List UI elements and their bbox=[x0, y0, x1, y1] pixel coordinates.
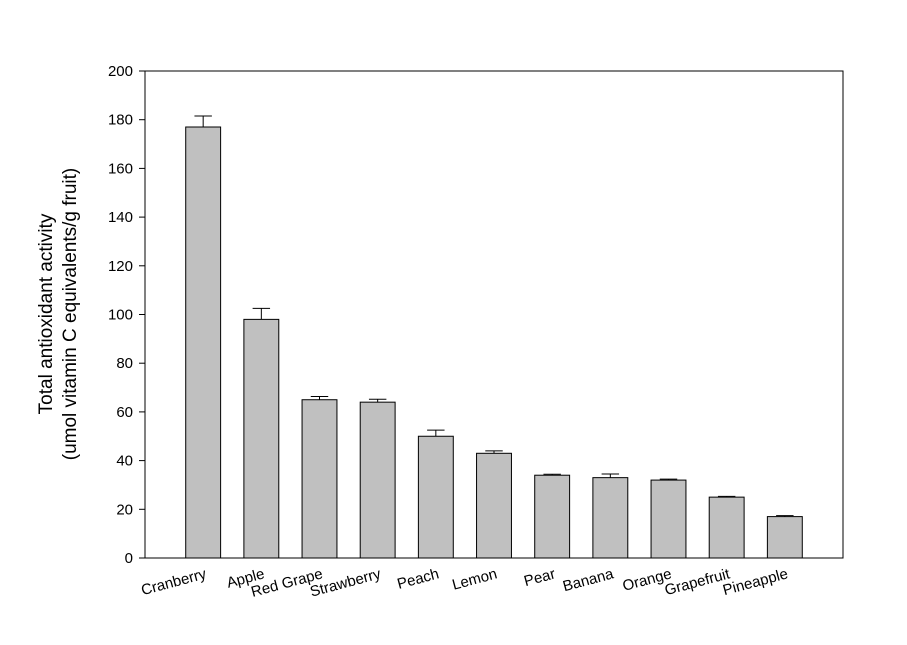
y-tick-label: 200 bbox=[108, 63, 133, 80]
bar bbox=[476, 452, 512, 559]
bar bbox=[766, 516, 803, 559]
y-tick-label: 140 bbox=[108, 209, 133, 226]
y-tick-label: 0 bbox=[125, 550, 133, 567]
y-tick-label: 100 bbox=[108, 307, 133, 324]
bar bbox=[243, 318, 280, 559]
bar bbox=[185, 126, 222, 559]
y-tick-label: 60 bbox=[116, 404, 133, 421]
x-tick-label: Lemon bbox=[450, 565, 499, 593]
y-tick-label: 80 bbox=[116, 355, 133, 372]
y-axis-label-line: Total antioxidant activity bbox=[36, 213, 57, 414]
x-tick-label: Pineapple bbox=[721, 565, 790, 599]
bar bbox=[708, 496, 745, 559]
x-tick-label: Cranberry bbox=[139, 565, 208, 599]
y-axis-label-line: (umol vitamin C equivalents/g fruit) bbox=[60, 168, 81, 461]
y-axis-label: Total antioxidant activity (umol vitamin… bbox=[36, 168, 81, 461]
x-tick-label: Pear bbox=[522, 565, 557, 590]
x-tick-label: Peach bbox=[395, 565, 440, 592]
bar bbox=[534, 474, 571, 559]
y-tick-label: 120 bbox=[108, 258, 133, 275]
bar bbox=[417, 435, 454, 559]
y-tick-label: 160 bbox=[108, 160, 133, 177]
bar bbox=[592, 477, 629, 559]
y-tick-label: 40 bbox=[116, 453, 133, 470]
x-tick-label: Banana bbox=[561, 565, 616, 595]
y-tick-label: 20 bbox=[116, 501, 133, 518]
bar bbox=[650, 479, 687, 559]
bar bbox=[301, 399, 338, 559]
y-tick-label: 180 bbox=[108, 112, 133, 129]
bar bbox=[359, 401, 396, 559]
